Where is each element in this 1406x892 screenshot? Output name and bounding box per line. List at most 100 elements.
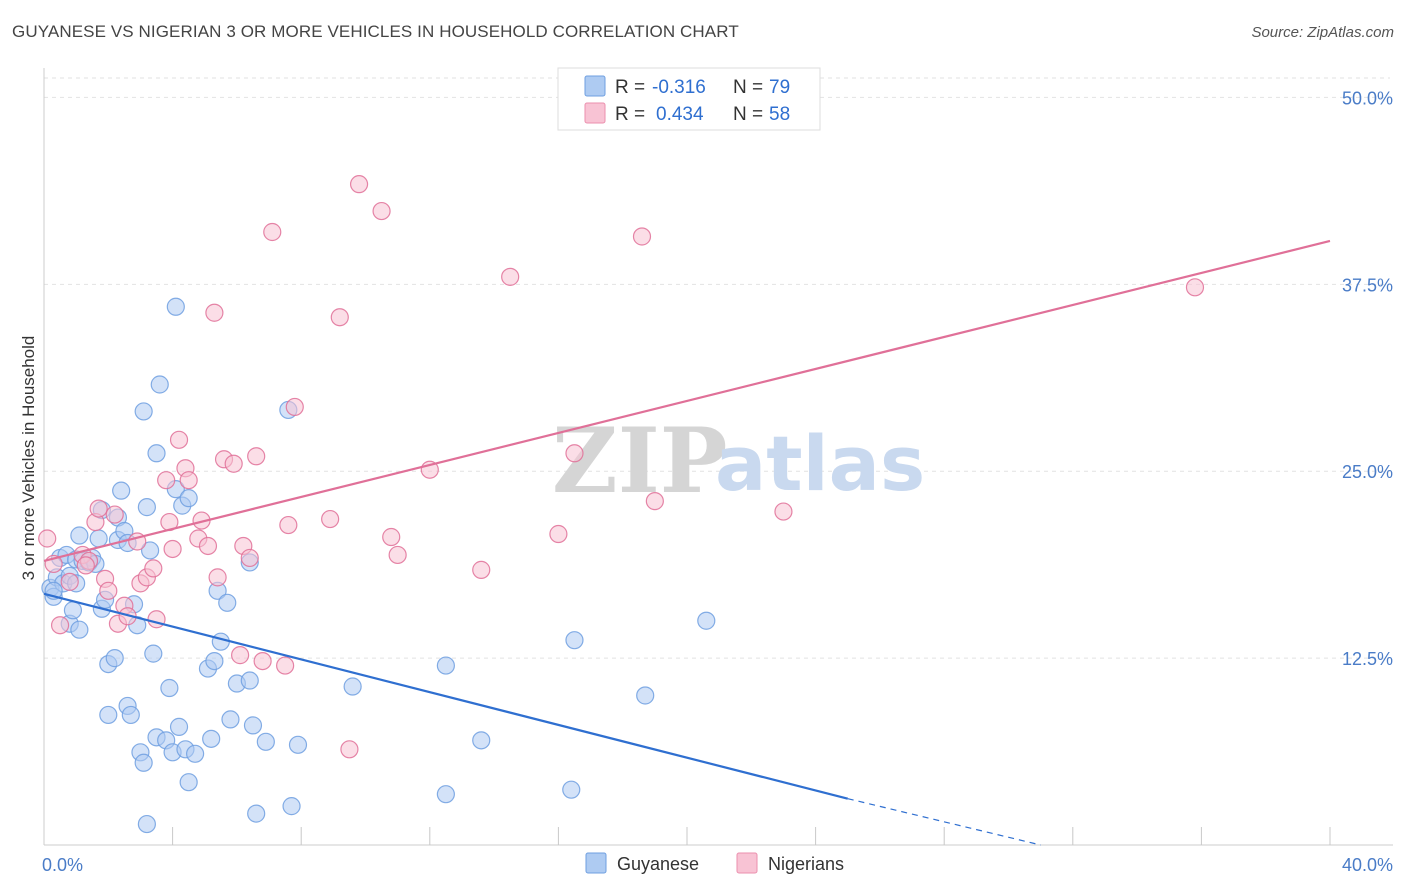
series-guyanese-points (41, 297, 716, 834)
point-guyanese-40 (150, 375, 169, 394)
bottom-legend: Guyanese Nigerians (585, 852, 844, 874)
point-guyanese-22 (105, 649, 124, 668)
point-nigerians-27 (205, 303, 224, 322)
bottom-legend-swatch-nigerians (736, 852, 758, 874)
watermark: ZIP atlas (552, 408, 925, 514)
point-guyanese-61 (243, 716, 263, 735)
point-nigerians-39 (263, 222, 282, 242)
point-nigerians-3 (60, 572, 79, 591)
point-nigerians-52 (632, 227, 652, 246)
point-nigerians-28 (208, 568, 227, 587)
point-nigerians-9 (105, 505, 124, 524)
point-nigerians-55 (1185, 278, 1205, 297)
point-nigerians-43 (349, 175, 369, 194)
legend-r-value-guyanese: -0.316 (652, 77, 706, 98)
point-guyanese-60 (240, 671, 259, 690)
legend-n-value-nigerians: 58 (769, 104, 790, 125)
point-nigerians-44 (372, 201, 391, 221)
y-axis-label: 3 or more Vehicles in Household (19, 336, 38, 581)
legend-r-value-nigerians: 0.434 (656, 104, 704, 125)
legend-r-label-nigerians: R = (615, 104, 645, 125)
point-nigerians-2 (50, 616, 70, 635)
point-guyanese-65 (282, 797, 301, 816)
point-guyanese-56 (211, 632, 230, 651)
point-guyanese-54 (205, 651, 224, 671)
point-nigerians-33 (240, 548, 259, 568)
legend-n-label-nigerians: N = (733, 104, 763, 125)
point-nigerians-30 (224, 454, 243, 473)
point-nigerians-26 (198, 536, 218, 556)
point-nigerians-50 (549, 524, 568, 544)
legend-n-label-guyanese: N = (733, 77, 763, 98)
trend-line-guyanese (43, 592, 849, 800)
point-guyanese-8 (63, 601, 83, 620)
point-guyanese-34 (137, 814, 156, 834)
point-guyanese-51 (186, 744, 205, 763)
legend: R = -0.316 N = 79 R = 0.434 N = 58 (557, 67, 821, 131)
legend-n-value-guyanese: 79 (769, 77, 790, 98)
point-nigerians-31 (231, 646, 250, 665)
point-guyanese-66 (288, 735, 308, 754)
chart-title: GUYANESE VS NIGERIAN 3 OR MORE VEHICLES … (12, 22, 739, 41)
legend-swatch-guyanese (584, 75, 606, 97)
trend-lines (43, 239, 1331, 846)
point-guyanese-72 (565, 631, 584, 650)
point-nigerians-49 (501, 267, 520, 286)
legend-r-label-guyanese: R = (615, 77, 645, 98)
point-nigerians-40 (321, 509, 340, 529)
point-guyanese-36 (140, 541, 160, 560)
y-tick-labels: 12.5% 25.0% 37.5% 50.0% (1342, 88, 1393, 669)
point-nigerians-51 (565, 444, 584, 463)
point-guyanese-57 (218, 593, 237, 612)
point-nigerians-36 (276, 656, 295, 675)
point-nigerians-57 (76, 556, 95, 575)
point-nigerians-23 (179, 471, 198, 490)
bottom-legend-label-nigerians: Nigerians (768, 854, 844, 874)
point-nigerians-18 (157, 471, 176, 490)
point-nigerians-48 (472, 560, 491, 579)
grid-lines (44, 77, 1390, 659)
point-guyanese-16 (89, 529, 108, 548)
x-tick-label-max: 40.0% (1342, 855, 1393, 875)
point-guyanese-39 (147, 444, 166, 463)
point-guyanese-37 (144, 644, 163, 663)
watermark-zip: ZIP (552, 408, 727, 514)
legend-swatch-nigerians (584, 102, 606, 124)
point-guyanese-49 (179, 489, 198, 508)
y-tick-label-0: 12.5% (1342, 649, 1393, 669)
point-guyanese-71 (562, 780, 581, 799)
point-guyanese-25 (112, 481, 131, 500)
point-nigerians-41 (330, 308, 349, 327)
point-nigerians-45 (382, 527, 401, 547)
series-nigerians-points (38, 175, 1205, 759)
source-label: Source: ZipAtlas.com (1251, 24, 1394, 41)
point-nigerians-53 (645, 492, 664, 511)
point-nigerians-16 (144, 559, 163, 578)
trend-line-nigerians (43, 239, 1331, 562)
point-guyanese-53 (202, 729, 221, 748)
point-guyanese-74 (697, 611, 716, 630)
point-nigerians-56 (99, 581, 118, 600)
point-guyanese-62 (247, 804, 266, 823)
point-guyanese-70 (472, 731, 491, 750)
point-guyanese-29 (121, 705, 140, 725)
point-nigerians-17 (147, 610, 166, 629)
x-tick-label-min: 0.0% (42, 855, 83, 875)
point-nigerians-37 (279, 515, 298, 535)
point-guyanese-63 (256, 732, 275, 751)
bottom-legend-label-guyanese: Guyanese (617, 854, 699, 874)
point-guyanese-42 (160, 678, 179, 698)
point-guyanese-11 (70, 526, 89, 545)
point-nigerians-46 (388, 545, 407, 565)
point-nigerians-0 (38, 529, 57, 548)
point-guyanese-68 (436, 656, 455, 675)
point-guyanese-35 (137, 498, 156, 517)
y-tick-label-1: 25.0% (1342, 462, 1393, 482)
y-tick-label-2: 37.5% (1342, 275, 1393, 295)
point-guyanese-10 (70, 620, 89, 639)
point-nigerians-54 (774, 502, 793, 521)
point-nigerians-42 (340, 740, 359, 759)
point-nigerians-35 (253, 651, 272, 671)
bottom-legend-swatch-guyanese (585, 852, 607, 874)
